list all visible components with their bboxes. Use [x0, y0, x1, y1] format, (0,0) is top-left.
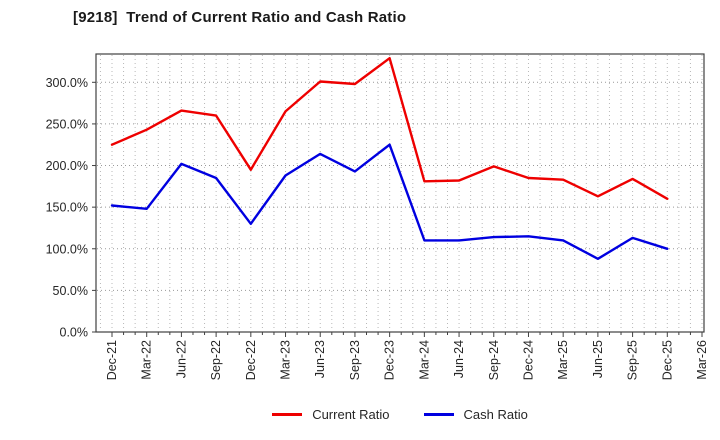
x-tick-label: Sep-22 — [209, 340, 223, 380]
series-line-cash-ratio — [110, 143, 669, 260]
x-tick-label: Mar-22 — [140, 340, 154, 380]
x-tick-label: Sep-25 — [626, 340, 640, 380]
plot-border — [95, 53, 705, 333]
x-tick-label: Mar-26 — [695, 340, 709, 380]
y-tick-label: 50.0% — [53, 284, 88, 298]
x-tick-label: Sep-24 — [487, 340, 501, 380]
x-tick-label: Dec-25 — [660, 340, 674, 380]
x-tick-label: Sep-23 — [348, 340, 362, 380]
x-tick-label: Dec-23 — [383, 340, 397, 380]
y-tick-label: 200.0% — [46, 159, 88, 173]
x-tick-label: Mar-23 — [279, 340, 293, 380]
legend-swatch-current-ratio — [272, 413, 303, 416]
chart-title: [9218] Trend of Current Ratio and Cash R… — [73, 9, 407, 26]
y-tick-label: 150.0% — [46, 201, 88, 215]
y-tick-label: 300.0% — [46, 76, 88, 90]
series-line-current-ratio — [110, 57, 669, 201]
legend-label-cash-ratio: Cash Ratio — [463, 407, 528, 422]
x-tick-label: Dec-21 — [105, 340, 119, 380]
y-tick-label: 100.0% — [46, 242, 88, 256]
x-tick-label: Jun-25 — [591, 340, 605, 378]
y-tick-label: 0.0% — [60, 326, 89, 340]
x-tick-label: Dec-22 — [244, 340, 258, 380]
x-tick-label: Mar-24 — [417, 340, 431, 380]
y-tick-label: 250.0% — [46, 117, 88, 131]
x-tick-label: Dec-24 — [521, 340, 535, 380]
line-chart-plot: 0.0% 50.0% 100.0% 150.0% 200.0% 250.0% 300.0% D… — [46, 53, 709, 380]
legend-label-current-ratio: Current Ratio — [312, 407, 390, 422]
legend-item-current-ratio: Current Ratio — [272, 407, 390, 422]
legend-item-cash-ratio: Cash Ratio — [423, 407, 528, 422]
x-tick-label: Jun-24 — [452, 340, 466, 378]
x-tick-label: Jun-22 — [174, 340, 188, 378]
chart-legend: Current Ratio Cash Ratio — [96, 407, 704, 422]
legend-swatch-cash-ratio — [423, 413, 454, 416]
x-tick-label: Mar-25 — [556, 340, 570, 380]
x-tick-label: Jun-23 — [313, 340, 327, 378]
